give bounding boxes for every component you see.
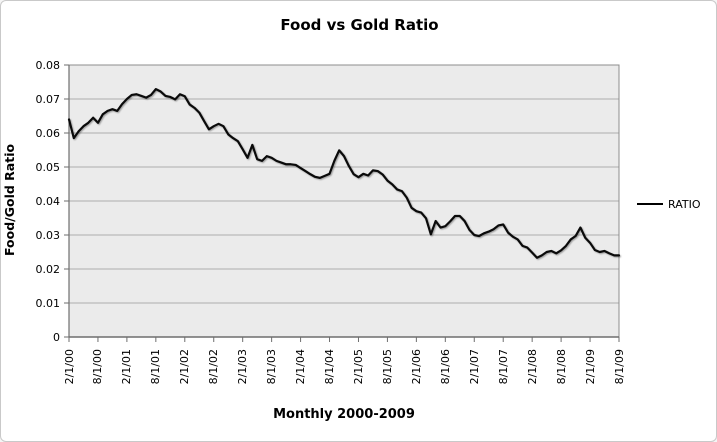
x-tick-label: 8/1/01 (149, 349, 163, 385)
x-tick-label: 8/1/02 (207, 349, 221, 385)
x-tick-label: 8/1/00 (91, 349, 105, 385)
x-tick-label: 8/1/08 (554, 349, 568, 385)
x-tick-label: 8/1/05 (380, 349, 394, 385)
x-tick-label: 8/1/06 (438, 349, 452, 385)
x-tick-label: 2/1/01 (120, 349, 134, 385)
x-tick-label: 2/1/00 (62, 349, 76, 385)
legend-line-swatch-icon (637, 203, 663, 205)
ratio-series-line (67, 88, 621, 259)
x-tick-label: 2/1/08 (525, 349, 539, 385)
y-tick-label: 0.07 (35, 92, 61, 106)
x-tick-label: 2/1/03 (236, 349, 250, 385)
legend-series-label: RATIO (668, 197, 701, 211)
y-tick-label: 0.06 (35, 126, 61, 140)
x-tick-label: 2/1/09 (583, 349, 597, 385)
y-tick-label: 0.04 (35, 194, 61, 208)
x-tick-label: 2/1/06 (409, 349, 423, 385)
x-tick-label: 2/1/07 (467, 349, 481, 385)
y-tick-label: 0.03 (35, 228, 61, 242)
x-tick-label: 2/1/02 (178, 349, 192, 385)
x-tick-label: 8/1/07 (496, 349, 510, 385)
x-axis-title: Monthly 2000-2009 (273, 407, 415, 422)
y-tick-label: 0.05 (35, 160, 61, 174)
x-tick-label: 8/1/03 (265, 349, 279, 385)
y-tick-label: 0 (53, 330, 60, 344)
x-tick-label: 8/1/04 (323, 349, 337, 385)
chart-title: Food vs Gold Ratio (280, 16, 439, 34)
y-tick-label: 0.02 (35, 262, 61, 276)
y-tick-label: 0.01 (35, 296, 61, 310)
x-tick-label: 8/1/09 (612, 349, 626, 385)
x-tick-label: 2/1/05 (351, 349, 365, 385)
x-tick-label: 2/1/04 (294, 349, 308, 385)
y-tick-label: 0.08 (35, 58, 61, 72)
legend: RATIO (637, 197, 701, 211)
y-axis-title: Food/Gold Ratio (2, 143, 17, 256)
